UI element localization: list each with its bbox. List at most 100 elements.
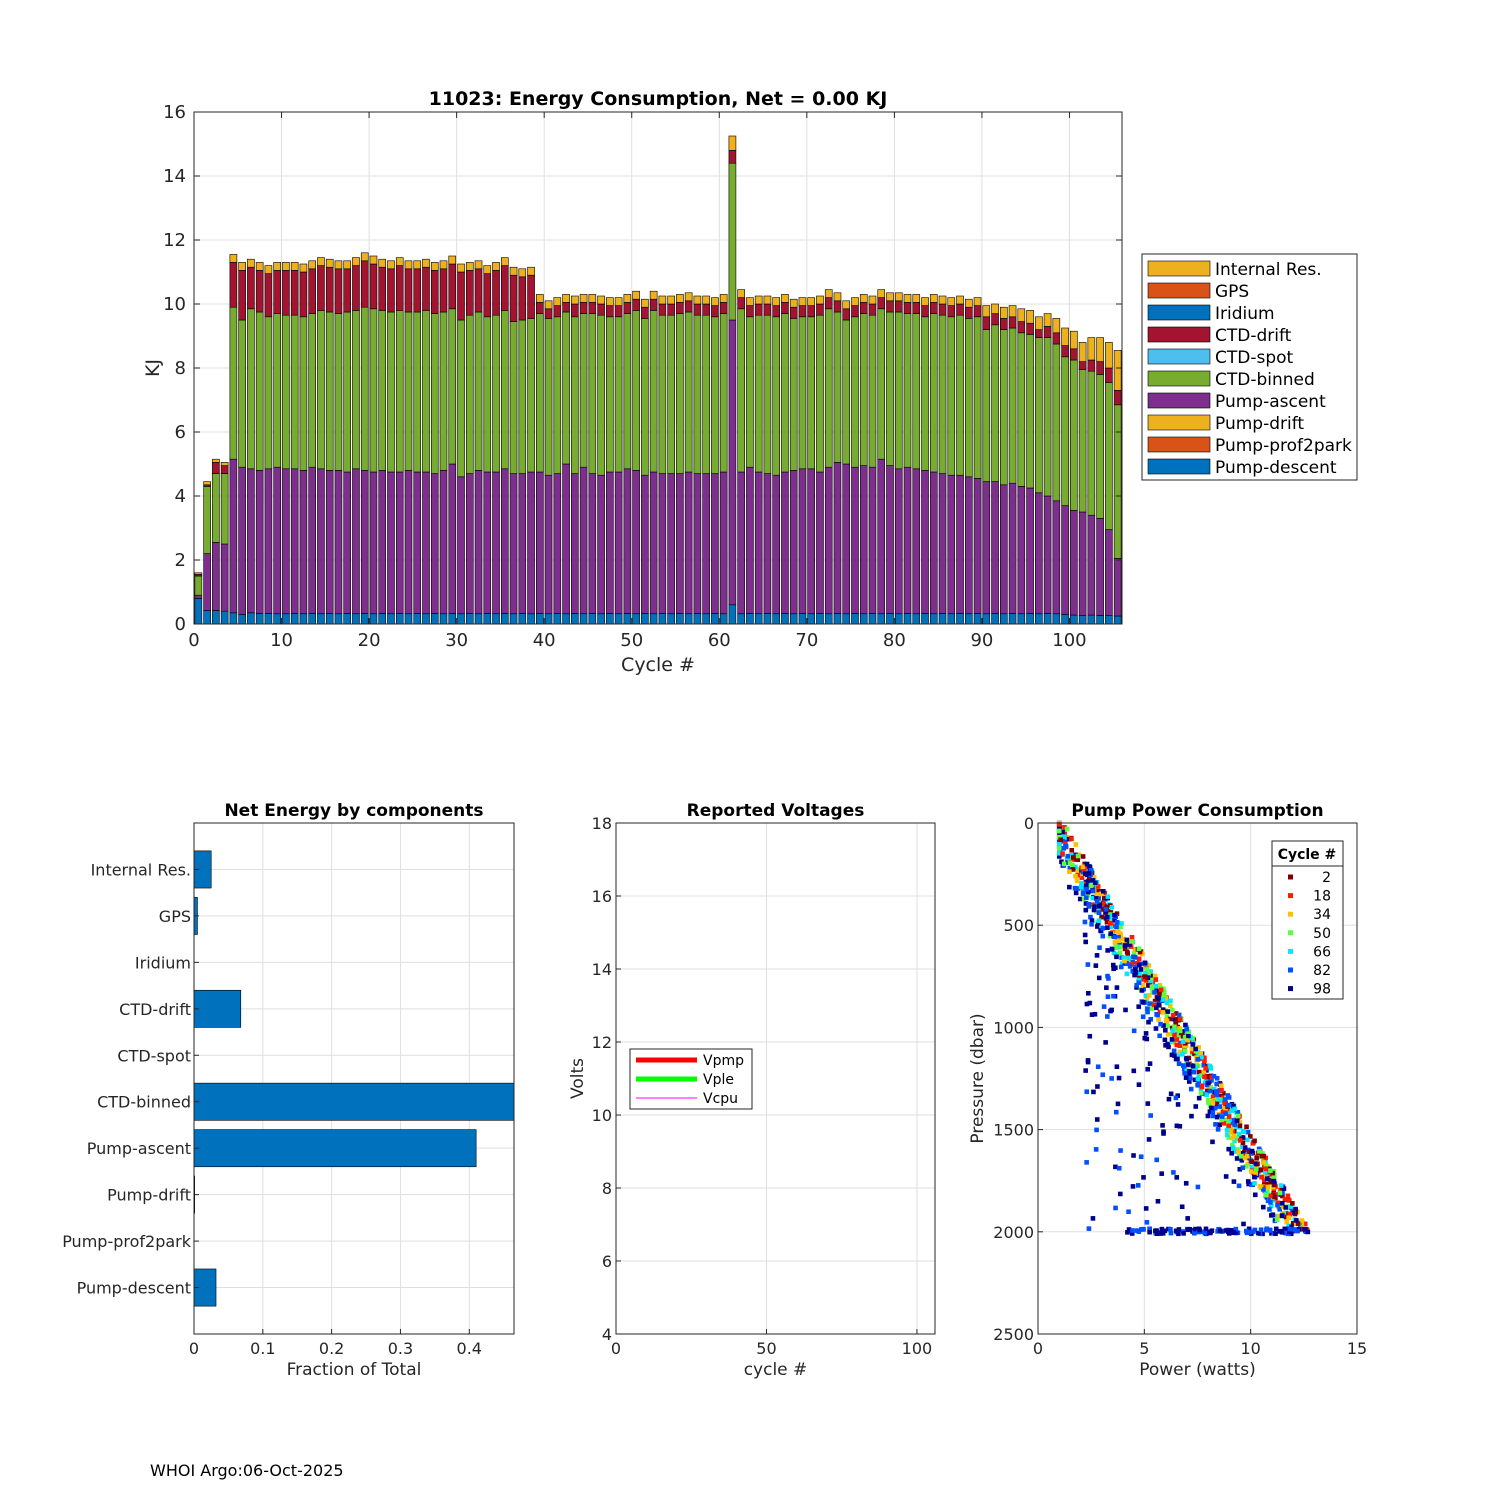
pump-point-outlier xyxy=(1126,1209,1131,1215)
bar-segment-ctd-drift xyxy=(273,270,281,314)
pump-point xyxy=(1218,1098,1224,1104)
pump-point xyxy=(1219,1083,1224,1089)
pump-y-tick-label: 1500 xyxy=(993,1121,1034,1140)
bar-segment-pump-descent xyxy=(1026,613,1034,625)
bar-segment-ctd-drift xyxy=(973,305,982,318)
pump-point xyxy=(1069,836,1074,842)
pump-point-outlier xyxy=(1106,976,1111,981)
pump-point xyxy=(1252,1138,1257,1144)
pump-point-outlier xyxy=(1113,1109,1119,1115)
pump-point xyxy=(1214,1092,1220,1098)
bar-segment-pump-descent xyxy=(203,610,211,625)
bar-segment-ctd-binned xyxy=(772,316,780,476)
pump-point xyxy=(1063,841,1068,847)
pump-point xyxy=(1225,1093,1231,1098)
pump-legend-box xyxy=(1271,840,1344,1000)
bar-segment-ctd-drift xyxy=(833,300,842,313)
pump-point xyxy=(1109,905,1115,910)
pump-point-outlier xyxy=(1153,1026,1159,1031)
pump-point xyxy=(1082,861,1087,867)
bar-segment-pump-ascent xyxy=(1087,514,1096,616)
bar-segment-pump-descent xyxy=(273,613,281,625)
bar-segment-internal-res xyxy=(1026,310,1034,324)
pump-point xyxy=(1214,1101,1220,1107)
pump-point xyxy=(1153,983,1159,989)
bar-segment-ctd-drift xyxy=(1017,321,1026,334)
pump-legend-marker xyxy=(1288,930,1293,936)
pump-point xyxy=(1163,996,1169,1001)
pump-point xyxy=(1254,1155,1259,1161)
bar-segment-ctd-binned xyxy=(912,313,921,470)
bar-segment-ctd-binned xyxy=(404,311,413,471)
bar-segment-pump-ascent xyxy=(247,468,255,614)
bar-segment-internal-res xyxy=(964,298,973,308)
bar-segment-internal-res xyxy=(1105,342,1113,369)
pump-point xyxy=(1152,973,1158,979)
components-chart-background xyxy=(194,823,514,1334)
bar-segment-ctd-binned xyxy=(536,313,544,473)
pump-point-outlier xyxy=(1112,934,1117,940)
pump-point xyxy=(1265,1169,1271,1175)
pump-point xyxy=(1170,1028,1176,1033)
bar-segment-pump-descent xyxy=(553,613,562,625)
bar-segment-ctd-binned xyxy=(220,473,229,545)
pump-legend-marker xyxy=(1288,986,1293,992)
legend-swatch xyxy=(1147,370,1211,387)
pump-point-outlier xyxy=(1094,898,1100,904)
bar-segment-pump-descent xyxy=(947,613,956,625)
pump-point-outlier xyxy=(1084,1160,1089,1165)
pump-point xyxy=(1277,1206,1282,1212)
pump-y-axis-label: Pressure (dbar) xyxy=(968,1013,988,1143)
pump-point-outlier xyxy=(1189,1113,1194,1119)
pump-point xyxy=(1263,1166,1269,1172)
bar-segment-pump-descent xyxy=(448,613,457,625)
bar-segment-pump-ascent xyxy=(562,463,570,615)
bar-segment-pump-descent xyxy=(1078,615,1087,625)
pump-chart-frame xyxy=(1037,822,1358,1335)
pump-point xyxy=(1162,1037,1168,1043)
bar-segment-pump-ascent xyxy=(1070,510,1078,616)
bar-segment-pump-descent xyxy=(299,613,308,625)
bar-segment-ctd-drift xyxy=(509,274,518,322)
pump-point-outlier xyxy=(1086,901,1092,907)
pump-point-bottom xyxy=(1147,1226,1152,1232)
pump-point xyxy=(1061,846,1067,851)
pump-point xyxy=(1278,1183,1284,1188)
energy-x-tick-label: 30 xyxy=(445,630,468,651)
pump-point xyxy=(1164,1018,1170,1024)
bar-segment-pump-descent xyxy=(238,614,246,625)
pump-point xyxy=(1215,1127,1221,1132)
bar-segment-ctd-binned xyxy=(317,310,325,470)
pump-point xyxy=(1253,1171,1258,1176)
pump-point-outlier xyxy=(1166,1096,1172,1102)
bar-segment-pump-ascent xyxy=(439,470,448,615)
energy-x-tick-label: 70 xyxy=(795,630,818,651)
pump-point xyxy=(1195,1076,1201,1082)
pump-point xyxy=(1271,1194,1277,1200)
pump-point-bottom xyxy=(1209,1228,1215,1233)
components-chart-title: Net Energy by components xyxy=(224,801,483,821)
pump-point xyxy=(1264,1181,1270,1187)
pump-point xyxy=(1226,1135,1231,1140)
pump-point xyxy=(1172,1032,1177,1037)
bar-segment-pump-ascent xyxy=(588,473,597,614)
pump-point xyxy=(1199,1073,1204,1078)
pump-point xyxy=(1151,1002,1157,1008)
bar-segment-pump-ascent xyxy=(711,473,719,614)
bar-segment-ctd-drift xyxy=(684,300,693,313)
bar-segment-pump-ascent xyxy=(430,473,439,614)
pump-point-outlier xyxy=(1241,1221,1246,1227)
bar-segment-pump-ascent xyxy=(632,470,640,615)
pump-point-outlier xyxy=(1089,922,1094,927)
components-x-tick-label: 0 xyxy=(189,1339,199,1358)
pump-point-outlier xyxy=(1134,982,1140,988)
bar-segment-internal-res xyxy=(973,297,982,306)
bar-segment-pump-descent xyxy=(772,613,780,625)
pump-point-outlier xyxy=(1085,1059,1091,1065)
pump-point xyxy=(1259,1174,1264,1180)
pump-point xyxy=(1132,946,1138,952)
pump-point-bottom xyxy=(1159,1226,1165,1232)
bar-segment-internal-res xyxy=(203,481,211,486)
pump-point xyxy=(1260,1151,1265,1156)
footer-text: WHOI Argo:06-Oct-2025 xyxy=(150,1461,344,1480)
